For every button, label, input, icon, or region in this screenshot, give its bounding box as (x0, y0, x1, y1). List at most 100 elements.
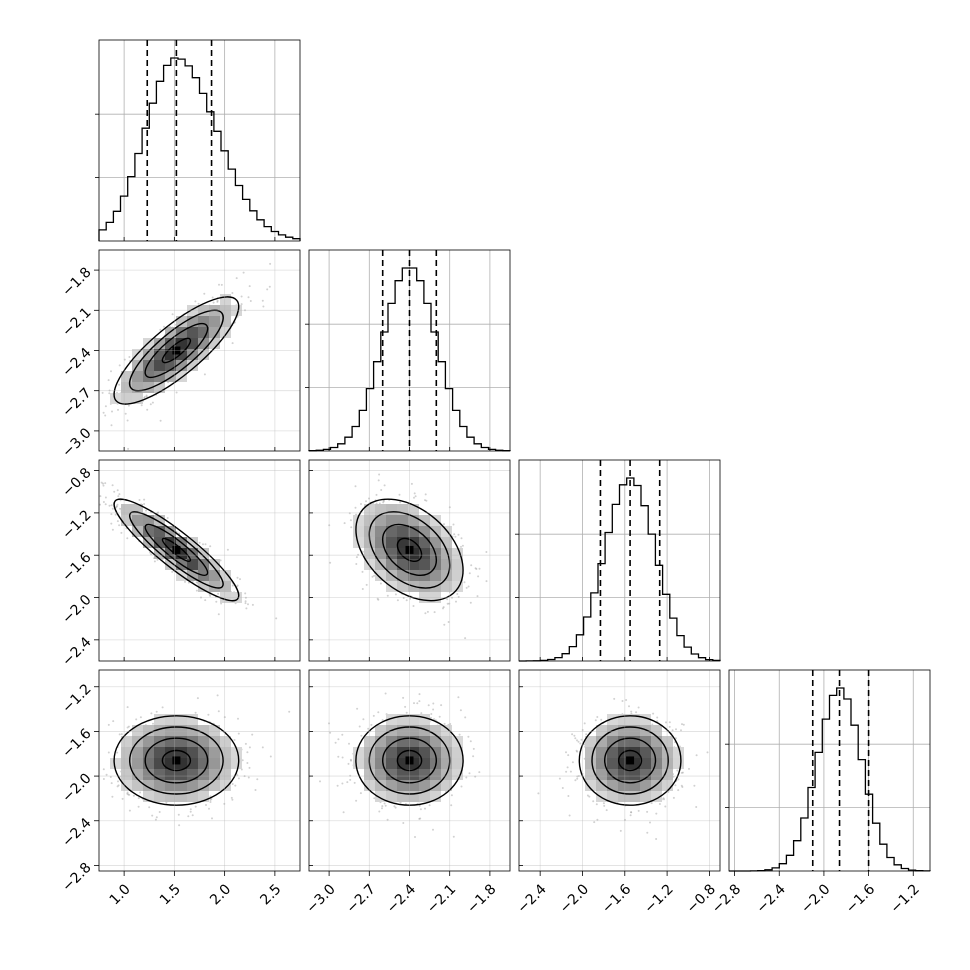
sample-point (418, 693, 421, 696)
sample-point (465, 586, 468, 589)
density-cell (121, 747, 132, 758)
sample-point (355, 563, 358, 565)
sample-point (377, 711, 380, 714)
density-cell (187, 548, 198, 559)
density-cell (187, 725, 198, 736)
sample-point (234, 784, 237, 787)
sample-point (680, 729, 682, 732)
density-cell (596, 725, 607, 736)
density-cell (673, 758, 684, 769)
sample-point (153, 560, 156, 563)
x-tick-label-3-1: −2.4 (754, 881, 789, 916)
sample-point (413, 496, 415, 499)
density-cell (441, 581, 452, 592)
density-cell (618, 791, 629, 802)
density-cell (198, 769, 209, 780)
density-cell (419, 758, 430, 769)
sample-point (381, 805, 384, 808)
y-tick-label-2-1: −2.0 (59, 592, 94, 627)
sample-point (414, 836, 416, 838)
contour-1 (382, 737, 438, 784)
sample-point (665, 721, 667, 724)
sample-point (109, 776, 112, 778)
x-tick-label-0-1: 1.5 (157, 881, 184, 908)
sample-point (118, 507, 121, 510)
density-cell (187, 570, 198, 581)
density-cell (397, 581, 408, 592)
sample-point (118, 364, 121, 367)
density-cell (596, 747, 607, 758)
density-cell (408, 504, 419, 515)
histogram-step-3 (729, 687, 931, 872)
density-cell (165, 371, 176, 382)
density-cell (607, 747, 618, 758)
density-cell (165, 548, 176, 559)
density-cell (209, 780, 220, 791)
density-cell (596, 769, 607, 780)
sample-point (165, 801, 168, 804)
density-cell (430, 791, 441, 802)
sample-point (116, 520, 119, 523)
sample-point (269, 262, 272, 265)
density-cell (176, 371, 187, 382)
x-tick-label-2-3: −1.2 (641, 881, 676, 916)
sample-point (126, 537, 129, 540)
sample-point (355, 799, 358, 802)
density-cell (187, 327, 198, 338)
sample-point (159, 328, 162, 331)
histogram-panel-0 (95, 39, 301, 242)
contour-3 (113, 296, 240, 405)
sample-point (577, 775, 580, 777)
sample-point (211, 817, 213, 820)
sample-point (361, 570, 364, 573)
density-cell (375, 548, 386, 559)
sample-point (240, 303, 243, 306)
density-cell (397, 725, 408, 736)
sample-point (217, 592, 220, 595)
sample-point (248, 285, 251, 288)
histogram-frame-3 (728, 669, 931, 872)
density-cell (419, 581, 430, 592)
density-cell (430, 736, 441, 747)
sample-point (236, 774, 239, 777)
sample-point (586, 794, 589, 797)
sample-point (576, 739, 578, 742)
sample-point (328, 524, 331, 527)
sample-point (117, 408, 119, 411)
density-cell (121, 382, 132, 393)
sample-point (104, 503, 107, 506)
sample-point (149, 403, 152, 406)
sample-point (231, 783, 234, 785)
sample-point (646, 810, 649, 813)
sample-point (485, 551, 488, 553)
density-cell (397, 736, 408, 747)
y-tick-label-2-4: −0.8 (59, 465, 94, 500)
density-cell (397, 758, 408, 769)
sample-point (581, 729, 584, 731)
sample-point (455, 600, 457, 603)
sample-point (110, 513, 113, 516)
sample-point (677, 778, 680, 781)
density-cell (165, 780, 176, 791)
density-cell (419, 526, 430, 537)
density-cell (187, 747, 198, 758)
sample-point (216, 299, 219, 302)
density-cell (121, 758, 132, 769)
sample-point (457, 696, 460, 699)
sample-point (402, 597, 405, 599)
density-cell (419, 559, 430, 570)
sample-point (349, 778, 352, 781)
density-cell (198, 548, 209, 559)
sample-point (204, 543, 207, 546)
contour-0 (396, 749, 423, 772)
density-cell (629, 736, 640, 747)
sample-point (442, 607, 444, 610)
sample-point (361, 550, 364, 553)
sample-point (261, 746, 264, 749)
sample-point (464, 637, 467, 640)
sample-point (405, 599, 408, 602)
sample-point (382, 501, 385, 504)
sample-point (663, 798, 665, 801)
x-tick-label-1-2: −2.4 (384, 881, 419, 916)
contour-3 (578, 715, 682, 806)
